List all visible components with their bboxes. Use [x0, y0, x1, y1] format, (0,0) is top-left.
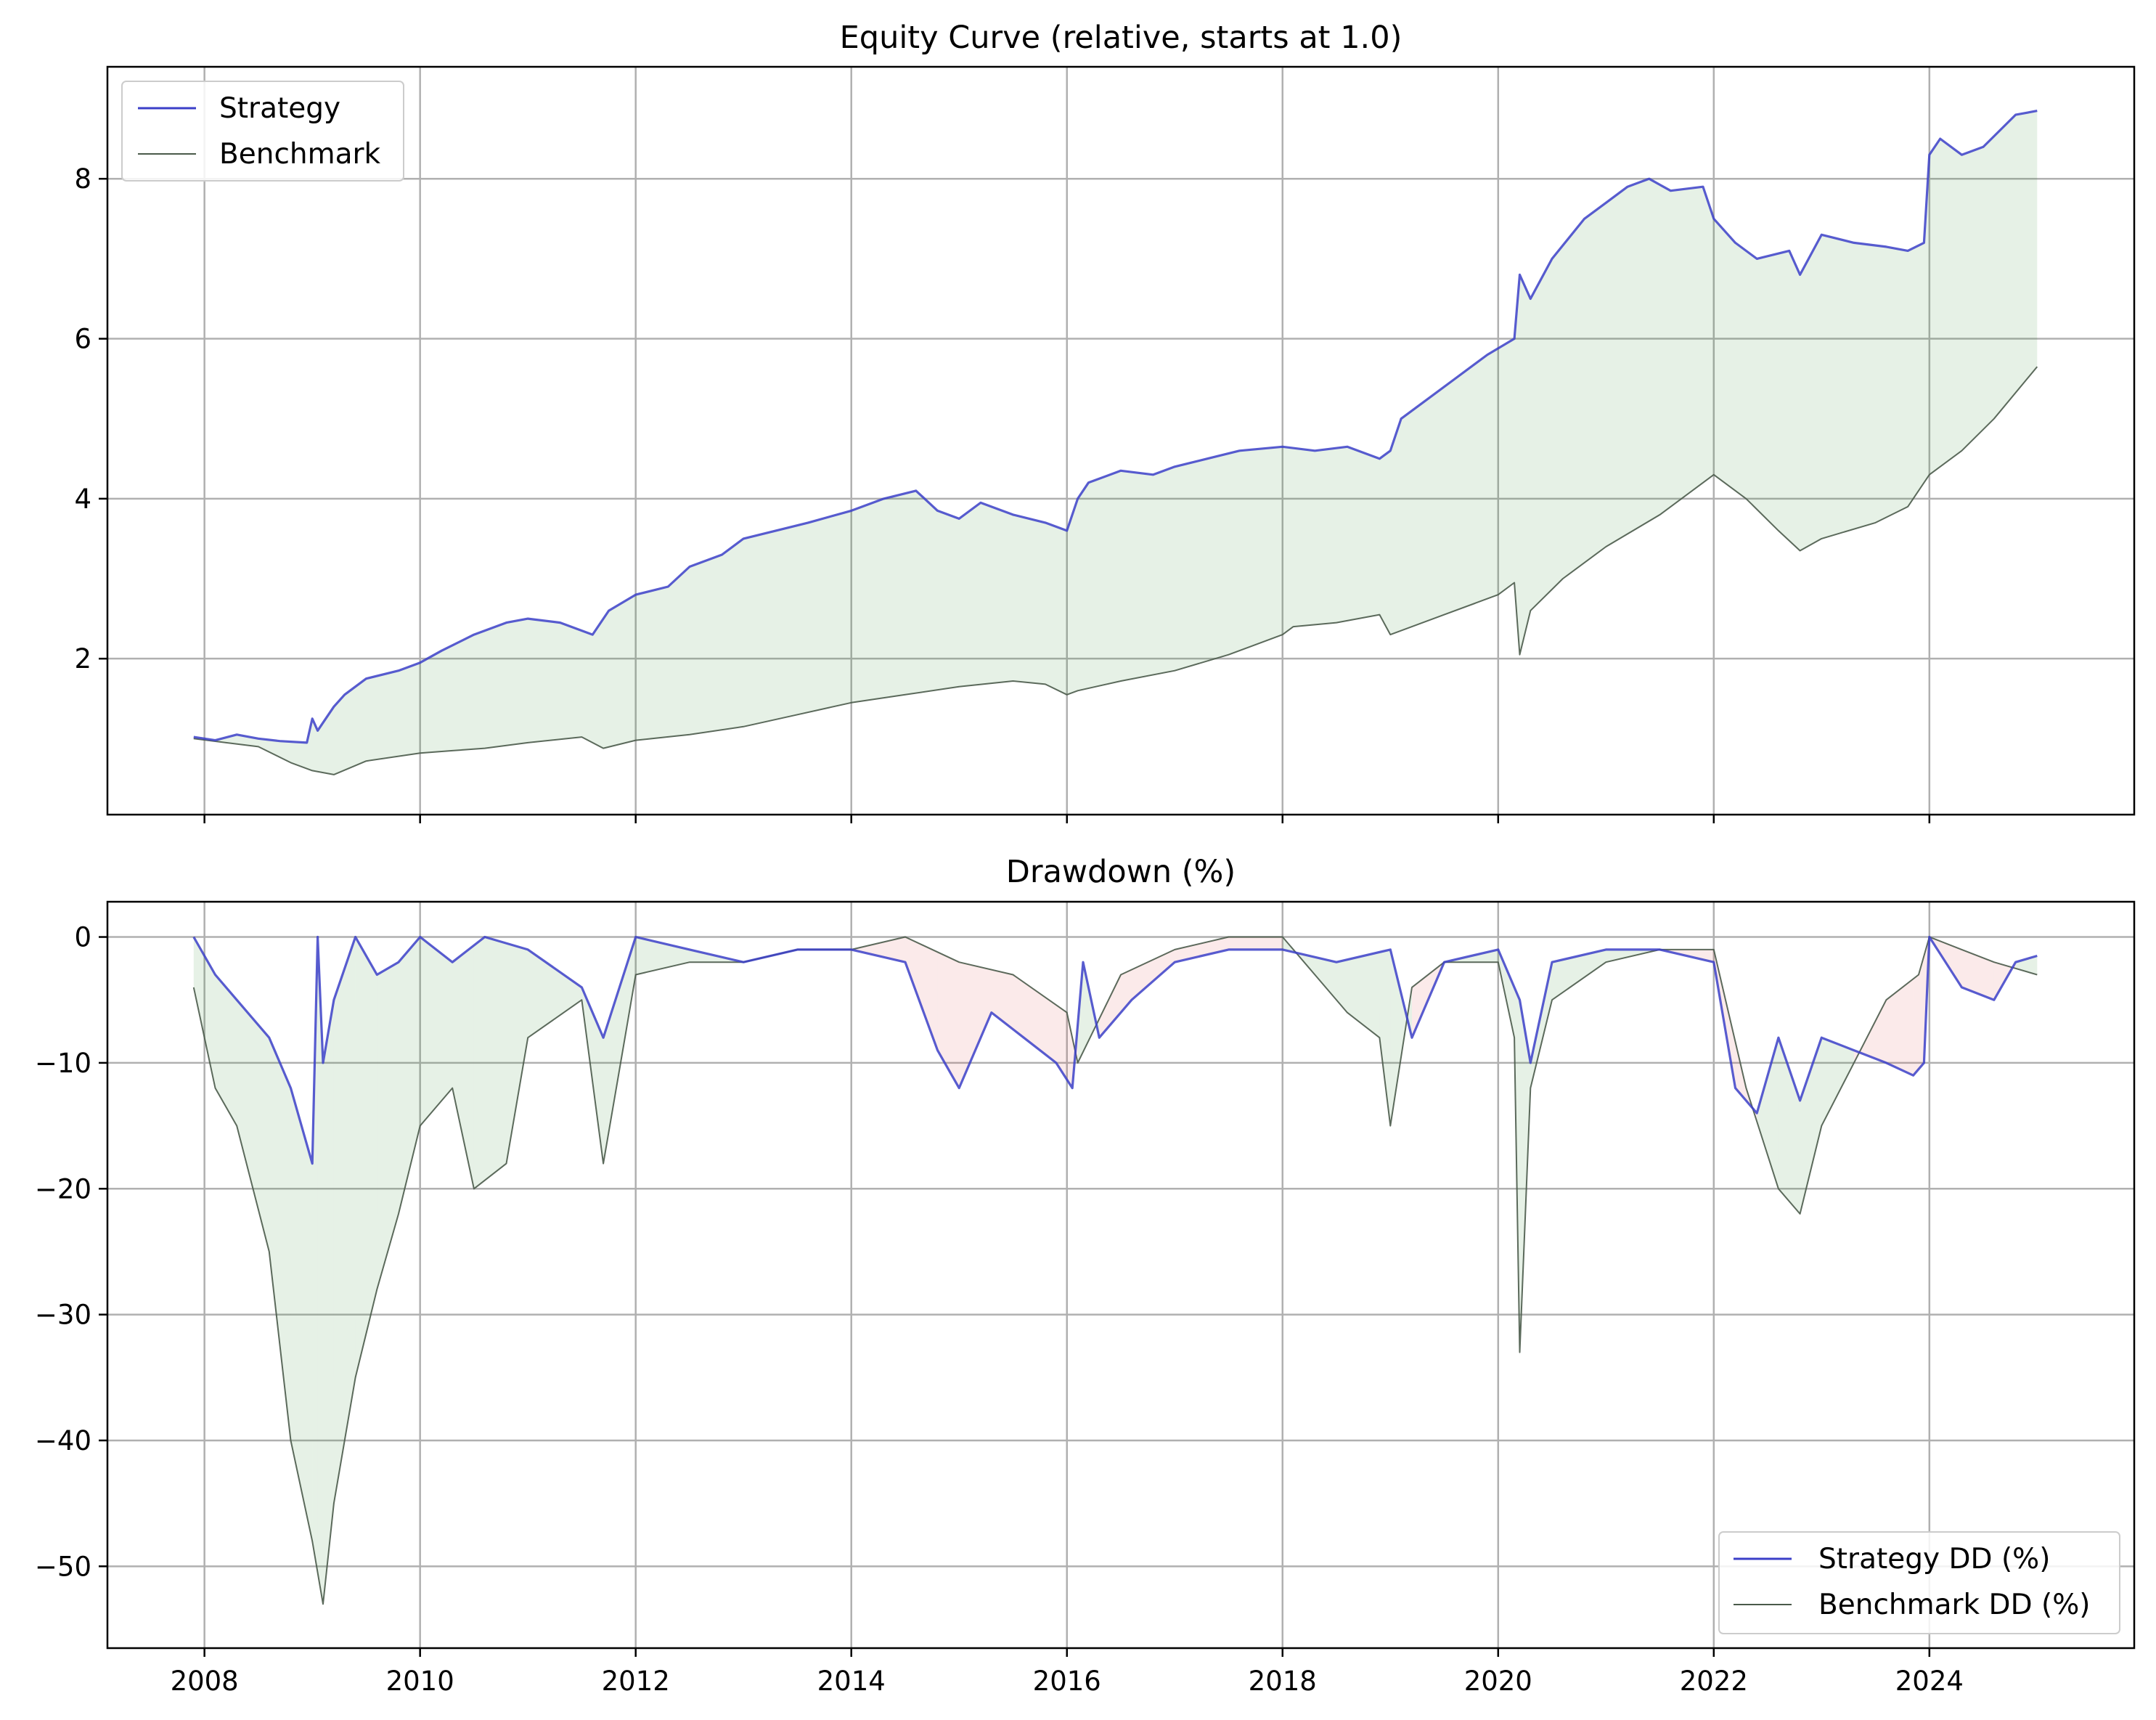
strategy-better-fill — [1379, 949, 1391, 1126]
x-tick-label: 2010 — [386, 1666, 454, 1697]
strategy-better-fill — [1778, 1038, 1800, 1214]
strategy-better-fill — [237, 1000, 269, 1252]
strategy-better-fill — [1530, 962, 1553, 1088]
equity-y-ticks: 2 4 6 8 — [74, 163, 107, 674]
benchmark-better-fill — [991, 969, 1013, 1030]
equity-legend: Strategy Benchmark — [121, 81, 404, 182]
y-tick-label: −50 — [35, 1551, 91, 1582]
equity-lines — [193, 110, 2038, 775]
y-tick-label: 6 — [74, 324, 91, 355]
benchmark-better-fill — [851, 937, 905, 963]
y-tick-label: −20 — [35, 1173, 91, 1205]
strategy-better-fill — [473, 937, 485, 1189]
equity-axes-frame — [106, 65, 2136, 816]
strategy-better-fill — [323, 1000, 334, 1605]
strategy-better-fill — [452, 945, 474, 1189]
benchmark-line — [192, 936, 2038, 1605]
strategy-better-fill — [528, 949, 582, 1038]
strategy-better-fill — [603, 970, 625, 1164]
legend-strategy-label: Strategy — [219, 92, 340, 125]
strategy-better-fill — [1552, 949, 1606, 1000]
benchmark-better-fill — [1918, 955, 1924, 1069]
drawdown-panel: Drawdown (%) 2008 2010 2012 2014 2016 2018 202… — [35, 854, 2136, 1697]
x-tick-label: 2012 — [602, 1666, 670, 1697]
benchmark-better-fill — [1055, 1005, 1067, 1080]
strategy-better-fill — [1800, 1038, 1822, 1214]
strategy-better-fill — [1315, 957, 1337, 1000]
strategy-better-fill — [1336, 959, 1347, 1013]
x-tick-label: 2022 — [1680, 1666, 1748, 1697]
equity-grid — [107, 67, 2134, 815]
drawdown-lines — [192, 935, 2038, 1605]
strategy-better-fill — [484, 937, 507, 1181]
legend-benchmark-label: Benchmark — [219, 138, 381, 171]
strategy-better-fill — [1519, 1000, 1531, 1353]
strategy-better-fill — [333, 937, 356, 1504]
strategy-better-fill — [1390, 949, 1412, 1126]
x-tick-label: 2024 — [1895, 1666, 1964, 1697]
strategy-better-fill — [398, 937, 420, 1214]
benchmark-better-fill — [1131, 949, 1175, 1000]
benchmark-better-fill — [1735, 1042, 1747, 1101]
drawdown-axes-frame — [106, 900, 2136, 1650]
legend-strategy-dd-label: Strategy DD (%) — [1818, 1543, 2050, 1576]
strategy-line — [192, 935, 2038, 1165]
benchmark-better-fill — [959, 962, 992, 1088]
strategy-better-fill — [1821, 1038, 1854, 1126]
y-tick-label: −30 — [35, 1300, 91, 1331]
benchmark-better-fill — [905, 937, 938, 1051]
drawdown-y-ticks: 0 −10 −20 −30 −40 −50 — [35, 922, 107, 1582]
x-tick-label: 2014 — [817, 1666, 886, 1697]
x-tick-label: 2020 — [1464, 1666, 1532, 1697]
y-tick-label: 8 — [74, 163, 91, 195]
equity-legend-box — [121, 81, 404, 182]
benchmark-better-fill — [1886, 979, 1914, 1076]
strategy-better-fill — [317, 937, 324, 1605]
strategy-better-fill — [215, 974, 237, 1126]
strategy-better-fill — [269, 1038, 291, 1440]
strategy-better-fill — [193, 937, 216, 1088]
drawdown-legend: Strategy DD (%) Benchmark DD (%) — [1718, 1531, 2120, 1634]
y-tick-label: 4 — [74, 484, 91, 515]
benchmark-better-fill — [1013, 974, 1024, 1038]
strategy-better-fill — [290, 1088, 313, 1541]
strategy-better-fill — [355, 937, 377, 1378]
drawdown-legend-box — [1718, 1531, 2120, 1634]
drawdown-grid — [107, 902, 2134, 1648]
y-tick-label: 2 — [74, 643, 91, 674]
strategy-better-fill — [377, 962, 399, 1289]
y-tick-label: 0 — [74, 922, 91, 953]
strategy-better-fill — [1347, 952, 1380, 1038]
equity-x-ticks — [203, 815, 1931, 823]
drawdown-title: Drawdown (%) — [1006, 854, 1236, 890]
legend-benchmark-dd-label: Benchmark DD (%) — [1818, 1589, 2090, 1621]
strategy-line — [193, 110, 2038, 744]
y-tick-label: −10 — [35, 1048, 91, 1079]
strategy-better-fill — [420, 937, 453, 1126]
benchmark-better-fill — [1961, 949, 1994, 1000]
equity-title: Equity Curve (relative, starts at 1.0) — [840, 20, 1402, 56]
benchmark-better-fill — [1175, 937, 1229, 963]
x-tick-label: 2008 — [171, 1666, 239, 1697]
benchmark-better-fill — [1228, 937, 1283, 950]
strategy-better-fill — [1757, 1038, 1779, 1189]
strategy-better-fill — [506, 943, 528, 1164]
strategy-better-fill — [312, 937, 318, 1573]
benchmark-line — [193, 366, 2038, 775]
equity-fill-area — [193, 110, 2038, 775]
x-tick-label: 2018 — [1249, 1666, 1317, 1697]
y-tick-label: −40 — [35, 1425, 91, 1456]
x-tick-label: 2016 — [1033, 1666, 1101, 1697]
benchmark-better-fill — [937, 952, 960, 1088]
benchmark-better-fill — [1099, 974, 1121, 1038]
strategy-better-fill — [2015, 955, 2038, 975]
equity-panel: Equity Curve (relative, starts at 1.0) 2… — [74, 20, 2136, 823]
outperformance-fill — [193, 110, 2038, 775]
drawdown-x-ticks: 2008 2010 2012 2014 2016 2018 2020 2022 2024 — [171, 1648, 1964, 1697]
benchmark-better-fill — [1913, 974, 1919, 1076]
